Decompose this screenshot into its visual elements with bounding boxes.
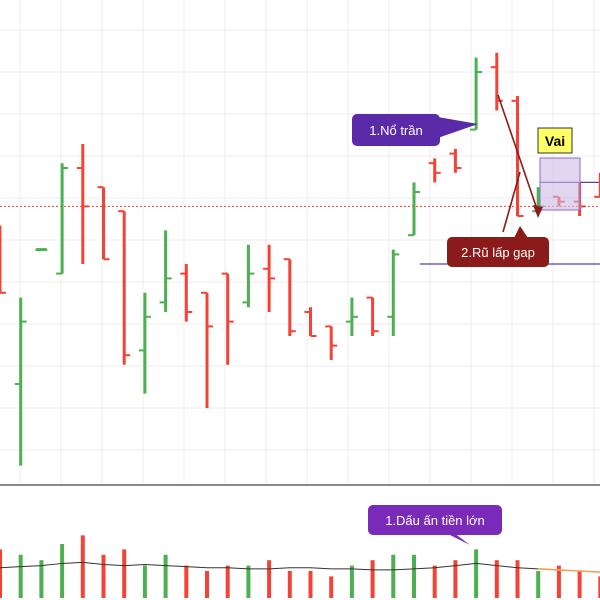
vai-label: Vai xyxy=(545,133,565,149)
ohlc-bar xyxy=(594,172,600,198)
ohlc-bar xyxy=(449,148,462,173)
callout-dau-an-bg xyxy=(368,505,502,535)
callout-no-tran-bg xyxy=(352,114,440,146)
ohlc-bar xyxy=(201,291,213,408)
ohlc-bar xyxy=(470,57,483,131)
ohlc-bar xyxy=(242,244,255,308)
ohlc-bar xyxy=(180,264,193,322)
ohlc-bar xyxy=(138,292,151,394)
ohlc-bar xyxy=(76,144,89,264)
ohlc-bar xyxy=(0,225,6,294)
arrow-gap-fill-right xyxy=(502,171,521,233)
ohlc-bar xyxy=(56,163,69,275)
vai-label-bg xyxy=(537,127,573,154)
ohlc-bar xyxy=(97,186,110,261)
ohlc-bars xyxy=(0,52,600,466)
callout-dau-an: 1.Dấu ấn tiền lớn xyxy=(385,513,485,528)
ohlc-bar xyxy=(283,258,296,336)
callout-ru-lap-gap-bg xyxy=(447,237,549,267)
ohlc-bar xyxy=(263,244,276,312)
callout-no-tran: 1.Nổ trần xyxy=(369,123,422,138)
volume-bars xyxy=(0,535,600,598)
ohlc-bar xyxy=(304,307,317,337)
callout-ru-lap-gap-pointer xyxy=(514,226,528,238)
annotations: Vai 1.Nổ trần 2.Rũ lấp gap 1.Dấu ấn tiền… xyxy=(352,94,581,545)
ohlc-bar xyxy=(408,182,420,237)
arrow-gap-fill-head xyxy=(533,205,543,218)
ohlc-bar xyxy=(387,249,400,336)
volume-ma-line-recent xyxy=(538,568,600,573)
ohlc-bar xyxy=(366,296,379,336)
callout-ru-lap-gap: 2.Rũ lấp gap xyxy=(461,245,535,260)
ohlc-bar xyxy=(428,158,441,183)
ohlc-bar xyxy=(221,272,234,365)
arrow-gap-fill-left xyxy=(497,94,539,213)
ohlc-bar xyxy=(511,96,524,217)
callout-no-tran-pointer xyxy=(432,116,478,140)
ohlc-bar xyxy=(118,210,131,365)
vai-box xyxy=(539,157,581,211)
ohlc-bar xyxy=(345,297,358,336)
volume-ma xyxy=(0,561,600,573)
ohlc-bar xyxy=(159,230,172,312)
ohlc-bar xyxy=(14,297,27,466)
ohlc-bar xyxy=(325,325,338,360)
volume-ma-line xyxy=(0,561,539,571)
